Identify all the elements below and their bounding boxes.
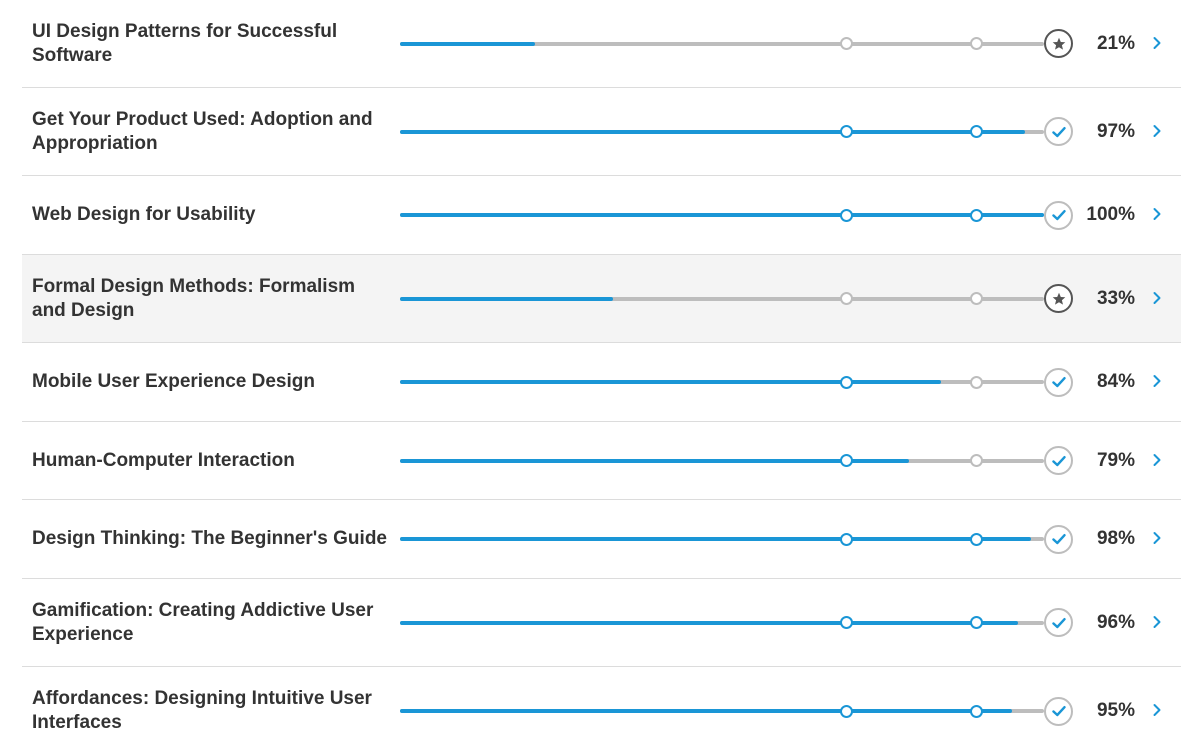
- progress-fill: [400, 537, 1032, 541]
- chevron-right-icon[interactable]: [1151, 290, 1163, 306]
- course-row[interactable]: Affordances: Designing Intuitive User In…: [22, 667, 1181, 755]
- course-percent: 100%: [1086, 204, 1135, 225]
- course-row[interactable]: Mobile User Experience Design 84%: [22, 343, 1181, 422]
- chevron-right-icon[interactable]: [1151, 373, 1163, 389]
- chevron-right-icon[interactable]: [1151, 452, 1163, 468]
- course-percent: 98%: [1096, 528, 1135, 549]
- course-row[interactable]: UI Design Patterns for Successful Softwa…: [22, 0, 1181, 88]
- milestone-dot: [969, 125, 983, 138]
- milestone-dot: [969, 532, 983, 546]
- milestone-dot: [840, 616, 854, 629]
- progress-track: [400, 37, 1044, 50]
- chevron-right-icon[interactable]: [1151, 206, 1163, 222]
- milestone-dot: [840, 208, 854, 222]
- progress-fill: [400, 709, 1012, 713]
- course-title: Mobile User Experience Design: [32, 371, 315, 392]
- course-title: UI Design Patterns for Successful Softwa…: [32, 20, 338, 66]
- milestone-dot: [969, 616, 983, 629]
- course-percent: 33%: [1096, 287, 1135, 309]
- milestone-dot: [969, 454, 983, 467]
- chevron-right-icon[interactable]: [1151, 702, 1163, 718]
- course-row[interactable]: Get Your Product Used: Adoption and Appr…: [22, 88, 1181, 176]
- progress-track: [400, 292, 1044, 305]
- checkmark-icon: [1044, 117, 1073, 146]
- course-percent: 96%: [1096, 611, 1135, 633]
- progress-track: [400, 208, 1044, 222]
- star-icon: [1044, 284, 1073, 313]
- course-row[interactable]: Human-Computer Interaction 79%: [22, 422, 1181, 500]
- chevron-right-icon[interactable]: [1151, 530, 1163, 546]
- course-title: Get Your Product Used: Adoption and Appr…: [32, 108, 373, 154]
- chevron-right-icon[interactable]: [1151, 35, 1163, 51]
- checkmark-icon: [1044, 200, 1073, 230]
- course-progress-list: UI Design Patterns for Successful Softwa…: [22, 0, 1181, 755]
- course-title: Web Design for Usability: [32, 204, 256, 225]
- progress-track: [400, 704, 1044, 718]
- course-percent: 84%: [1096, 371, 1135, 392]
- milestone-dot: [969, 292, 983, 305]
- course-title: Human-Computer Interaction: [32, 449, 295, 471]
- progress-fill: [400, 129, 1025, 134]
- milestone-dot: [969, 375, 983, 389]
- course-row[interactable]: Design Thinking: The Beginner's Guide 98…: [22, 500, 1181, 579]
- course-percent: 97%: [1096, 120, 1135, 142]
- course-row[interactable]: Web Design for Usability 100%: [22, 176, 1181, 255]
- progress-fill: [400, 213, 1044, 217]
- progress-track: [400, 616, 1044, 629]
- course-title: Affordances: Designing Intuitive User In…: [32, 688, 372, 733]
- course-title: Gamification: Creating Addictive User Ex…: [32, 599, 374, 645]
- checkmark-icon: [1044, 608, 1073, 637]
- milestone-dot: [840, 292, 854, 305]
- star-icon: [1044, 29, 1073, 58]
- progress-fill: [400, 620, 1019, 625]
- milestone-dot: [840, 375, 854, 389]
- progress-track: [400, 125, 1044, 138]
- progress-track: [400, 375, 1044, 389]
- milestone-dot: [969, 37, 983, 50]
- milestone-dot: [969, 208, 983, 222]
- checkmark-icon: [1044, 524, 1073, 554]
- progress-track: [400, 454, 1044, 467]
- milestone-dot: [840, 704, 854, 718]
- milestone-dot: [969, 704, 983, 718]
- progress-fill: [400, 296, 613, 301]
- checkmark-icon: [1044, 367, 1073, 397]
- chevron-right-icon[interactable]: [1151, 614, 1163, 630]
- progress-fill: [400, 458, 909, 463]
- course-row[interactable]: Gamification: Creating Addictive User Ex…: [22, 579, 1181, 667]
- progress-fill: [400, 380, 941, 384]
- checkmark-icon: [1044, 446, 1073, 475]
- milestone-dot: [840, 532, 854, 546]
- course-percent: 21%: [1096, 32, 1135, 54]
- course-title: Design Thinking: The Beginner's Guide: [32, 528, 387, 549]
- milestone-dot: [840, 37, 854, 50]
- milestone-dot: [840, 125, 854, 138]
- checkmark-icon: [1044, 696, 1073, 726]
- progress-fill: [400, 41, 536, 46]
- chevron-right-icon[interactable]: [1151, 123, 1163, 139]
- progress-track: [400, 532, 1044, 546]
- milestone-dot: [840, 454, 854, 467]
- course-title: Formal Design Methods: Formalism and Des…: [32, 275, 356, 321]
- course-percent: 95%: [1096, 700, 1135, 721]
- course-percent: 79%: [1096, 449, 1135, 471]
- course-row[interactable]: Formal Design Methods: Formalism and Des…: [22, 255, 1181, 343]
